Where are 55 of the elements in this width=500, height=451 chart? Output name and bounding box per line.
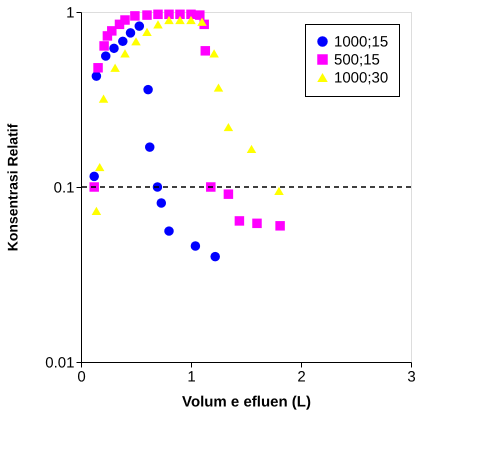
point <box>164 226 174 236</box>
point <box>175 16 185 24</box>
point <box>186 16 196 24</box>
point <box>93 63 103 73</box>
point <box>190 241 200 251</box>
point <box>101 51 110 61</box>
point <box>275 221 285 231</box>
point <box>142 10 152 20</box>
point <box>107 26 117 36</box>
point <box>94 162 104 172</box>
point <box>120 49 130 58</box>
point <box>246 144 256 154</box>
point <box>131 37 141 46</box>
x-tick-label: 1 <box>187 368 196 386</box>
point <box>153 20 163 28</box>
point <box>92 71 102 81</box>
point <box>153 10 163 20</box>
point <box>118 36 128 46</box>
point <box>234 216 244 226</box>
x-tick-label: 0 <box>77 368 86 386</box>
legend-label: 500;15 <box>334 52 380 68</box>
point <box>130 11 140 21</box>
point <box>145 142 154 152</box>
point <box>142 28 152 36</box>
point <box>274 186 284 196</box>
point <box>99 41 109 51</box>
x-axis-title: Volum e efluen (L) <box>182 394 311 410</box>
point <box>156 198 166 208</box>
y-axis-title: Konsentrasi Relatif <box>4 123 20 252</box>
point <box>224 122 234 132</box>
point <box>143 84 153 94</box>
point <box>200 46 210 56</box>
point <box>224 189 234 199</box>
point <box>209 49 219 58</box>
point <box>110 64 120 72</box>
point <box>120 15 130 25</box>
point <box>164 16 174 24</box>
point <box>195 10 205 20</box>
point <box>98 94 108 103</box>
x-tick-label: 3 <box>407 368 416 386</box>
point <box>197 18 207 26</box>
point <box>214 83 224 92</box>
legend-label: 1000;15 <box>334 34 388 50</box>
point <box>134 21 144 31</box>
point <box>109 44 119 54</box>
point <box>89 172 99 182</box>
y-tick-label: 1 <box>66 4 74 22</box>
point <box>126 28 136 38</box>
point <box>210 252 220 262</box>
y-tick-label: 0.01 <box>45 354 74 372</box>
point <box>252 218 262 228</box>
x-tick-label: 2 <box>297 368 306 386</box>
legend-label: 1000;30 <box>334 70 388 86</box>
y-tick-label: 0.1 <box>54 180 74 196</box>
point <box>92 206 102 216</box>
